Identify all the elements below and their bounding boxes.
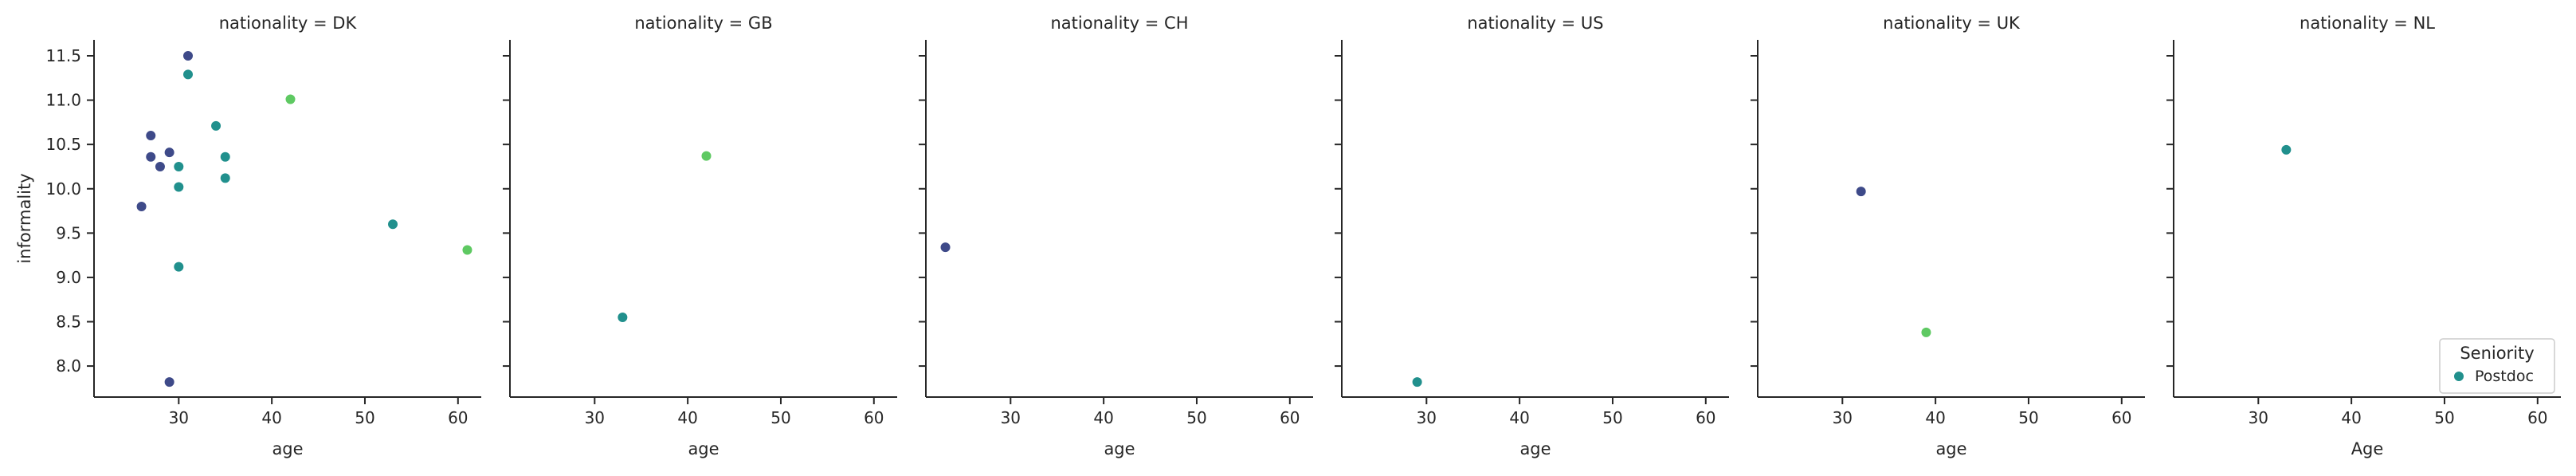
data-point [1920, 326, 1932, 338]
y-axis-label: informality [15, 173, 34, 263]
x-tick-label: 30 [1417, 408, 1437, 427]
x-tick-label: 30 [1833, 408, 1853, 427]
legend-marker [2453, 371, 2464, 382]
x-tick-label: 60 [864, 408, 884, 427]
data-point [163, 147, 175, 159]
x-tick-label: 60 [2111, 408, 2131, 427]
x-tick-label: 50 [770, 408, 790, 427]
y-tick-label: 8.0 [56, 356, 81, 376]
x-axis-label: age [1935, 439, 1966, 458]
data-point [182, 69, 194, 81]
x-tick-label: 40 [1509, 408, 1529, 427]
x-tick-label: 60 [2527, 408, 2547, 427]
facet-title: nationality = CH [1050, 14, 1188, 33]
y-tick-label: 9.0 [56, 268, 81, 287]
data-point [461, 244, 473, 256]
y-tick-label: 10.0 [45, 179, 81, 199]
facet-title: nationality = US [1467, 14, 1603, 33]
data-point [210, 120, 222, 132]
data-point [939, 242, 951, 254]
x-tick-label: 40 [1925, 408, 1945, 427]
x-tick-label: 60 [448, 408, 468, 427]
data-point [182, 50, 194, 62]
x-tick-label: 50 [2434, 408, 2454, 427]
x-tick-label: 60 [1280, 408, 1300, 427]
x-axis-label: age [272, 439, 303, 458]
x-tick-label: 60 [1696, 408, 1715, 427]
facet-title: nationality = DK [219, 14, 358, 33]
data-point [173, 160, 185, 172]
y-tick-label: 10.5 [45, 135, 81, 154]
x-tick-label: 30 [1001, 408, 1021, 427]
data-point [700, 150, 712, 162]
facet-title: nationality = GB [634, 14, 772, 33]
x-tick-label: 50 [1602, 408, 1622, 427]
x-tick-label: 30 [169, 408, 189, 427]
data-point [163, 376, 175, 388]
x-tick-label: 40 [261, 408, 281, 427]
legend-title: Seniority [2460, 344, 2534, 363]
data-point [284, 93, 296, 105]
data-point [219, 151, 231, 163]
y-tick-label: 11.5 [45, 46, 81, 65]
data-point [1855, 186, 1867, 198]
data-point [387, 218, 399, 230]
x-axis-label: age [1104, 439, 1135, 458]
x-tick-label: 50 [2018, 408, 2038, 427]
x-tick-label: 40 [2341, 408, 2361, 427]
data-point [145, 151, 157, 163]
data-point [173, 181, 185, 193]
x-tick-label: 30 [2249, 408, 2268, 427]
facet-title: nationality = UK [1883, 14, 2021, 33]
x-axis-label: age [1519, 439, 1551, 458]
data-point [617, 311, 629, 323]
data-point [1411, 376, 1423, 388]
data-point [219, 172, 231, 184]
facet-title: nationality = NL [2300, 14, 2435, 33]
data-point [135, 200, 147, 212]
x-axis-label: Age [2351, 439, 2384, 458]
legend-box [2439, 338, 2555, 394]
data-point [154, 160, 166, 172]
data-point [173, 261, 185, 273]
y-tick-label: 9.5 [56, 223, 81, 242]
x-tick-label: 30 [585, 408, 605, 427]
data-point [145, 130, 157, 142]
x-axis-label: age [688, 439, 719, 458]
x-tick-label: 50 [355, 408, 374, 427]
x-tick-label: 40 [1093, 408, 1113, 427]
x-tick-label: 40 [677, 408, 697, 427]
legend-label: Postdoc [2475, 368, 2534, 385]
x-tick-label: 50 [1186, 408, 1206, 427]
y-tick-label: 11.0 [45, 91, 81, 110]
data-point [2280, 144, 2292, 155]
y-tick-label: 8.5 [56, 313, 81, 332]
